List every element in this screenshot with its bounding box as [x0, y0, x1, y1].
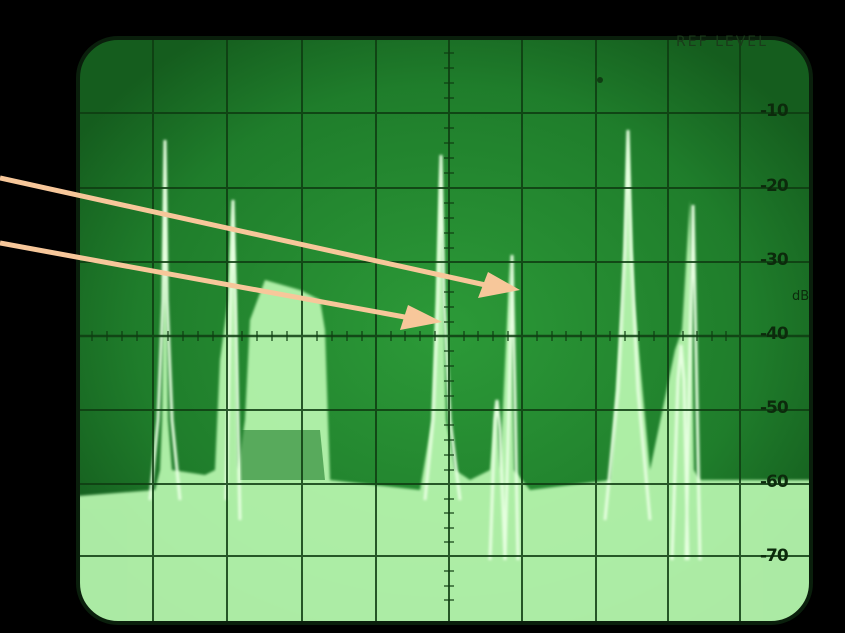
dark-band — [240, 430, 325, 480]
annotation-arrows — [0, 175, 520, 330]
trace-dot — [597, 77, 603, 83]
scale-label-70: -70 — [760, 546, 789, 566]
peak-4 — [488, 399, 507, 561]
scale-label-50: -50 — [760, 398, 789, 418]
scale-label-40: -40 — [760, 324, 789, 344]
arrow-upper-head — [478, 272, 520, 298]
screen-bezel — [76, 36, 813, 625]
ref-level-label: REF LEVEL — [676, 34, 768, 50]
peak-1 — [148, 139, 182, 501]
graticule — [78, 38, 811, 623]
minor-ticks — [91, 52, 727, 601]
scale-label-10: -10 — [760, 101, 789, 121]
peak-8 — [684, 204, 702, 561]
scale-label-30: -30 — [760, 250, 789, 270]
peak-7 — [670, 344, 690, 561]
peak-5 — [503, 254, 520, 561]
db-unit-label: dB — [792, 289, 810, 304]
peak-2 — [224, 199, 242, 521]
scale-label-60: -60 — [760, 472, 789, 492]
arrow-lower — [0, 240, 411, 321]
scale-label-20: -20 — [760, 176, 789, 196]
spectral-trace — [148, 129, 702, 561]
arrow-upper — [0, 175, 491, 289]
arrow-lower-head — [400, 305, 442, 330]
peak-6 — [603, 129, 652, 521]
noise-floor — [78, 130, 811, 623]
